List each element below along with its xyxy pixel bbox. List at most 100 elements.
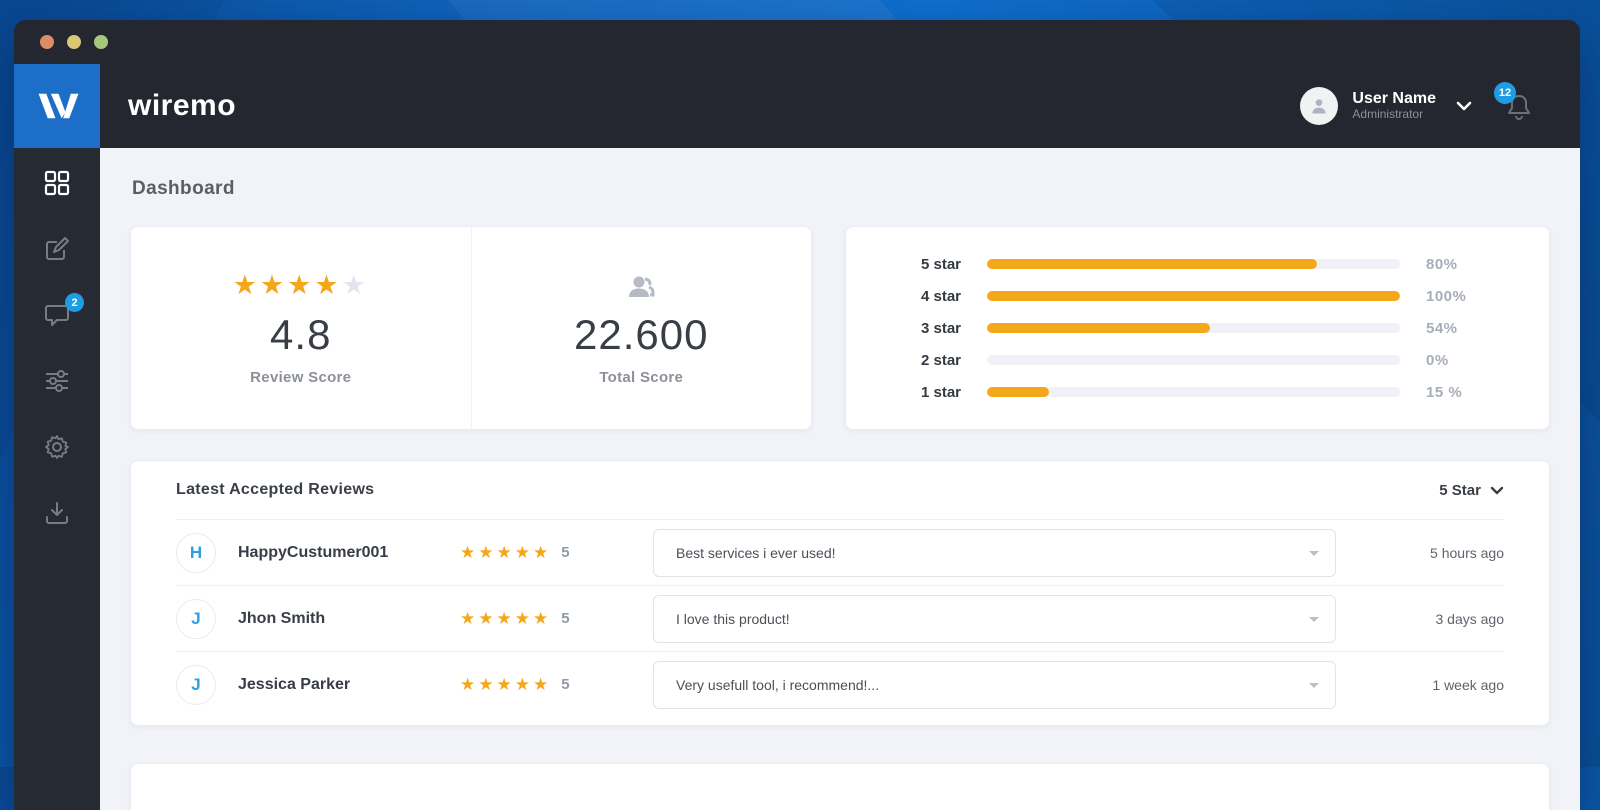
- users-icon: [625, 271, 657, 301]
- star-icon: ★: [478, 674, 497, 695]
- star-icon: ★: [460, 542, 479, 563]
- chart-category-label: 1 star: [920, 383, 961, 401]
- star-icon: ★: [496, 674, 515, 695]
- star-icon: ★: [478, 542, 497, 563]
- chart-category-label: 2 star: [920, 351, 961, 369]
- reviewer-name: Jessica Parker: [238, 675, 351, 693]
- review-stars: ★★★★★: [460, 609, 551, 629]
- bar-fill: [987, 259, 1318, 269]
- latest-reviews-card: Latest Accepted Reviews 5 Star H HappyCu…: [130, 460, 1550, 726]
- sliders-icon: [46, 370, 68, 392]
- sidebar-item-settings[interactable]: [42, 432, 72, 462]
- bar-track: [987, 355, 1400, 365]
- star-icon: ★: [514, 542, 533, 563]
- maximize-window-button[interactable]: [94, 35, 108, 49]
- notifications-button[interactable]: 12: [1494, 82, 1532, 120]
- total-score-value: 22.600: [574, 310, 709, 358]
- star-icon: ★: [341, 270, 369, 301]
- reviewer-avatar: H: [176, 532, 216, 573]
- chart-row-4-star: 4 star 100%: [891, 280, 1504, 312]
- sidebar-item-compose[interactable]: [42, 234, 72, 264]
- next-section-card-partial: [130, 763, 1550, 810]
- user-menu[interactable]: User Name Administrator: [1300, 87, 1472, 125]
- window-titlebar: [14, 20, 1580, 64]
- review-star-count: 5: [561, 610, 570, 627]
- caret-down-icon: [1309, 616, 1319, 622]
- star-icon: ★: [478, 608, 497, 629]
- person-icon: [1312, 99, 1327, 114]
- reviewer-name: Jhon Smith: [238, 609, 326, 627]
- sidebar-item-filters[interactable]: [42, 366, 72, 396]
- caret-down-icon: [1309, 682, 1319, 688]
- wiremo-logo[interactable]: [14, 64, 100, 148]
- chart-category-label: 4 star: [920, 287, 961, 305]
- chart-value-label: 15 %: [1426, 383, 1463, 401]
- review-comment-select[interactable]: Best services i ever used!: [653, 528, 1336, 577]
- page-title: Dashboard: [132, 178, 235, 199]
- star-icon: ★: [314, 270, 342, 301]
- brand-wordmark: wiremo: [128, 89, 237, 122]
- chart-row-3-star: 3 star 54%: [891, 312, 1504, 344]
- chart-row-5-star: 5 star 80%: [891, 248, 1504, 280]
- review-stars: ★★★★★: [460, 543, 551, 563]
- sidebar-nav: 2: [14, 148, 100, 810]
- review-comment-select[interactable]: I love this product!: [653, 594, 1336, 643]
- bar-fill: [987, 323, 1211, 333]
- chart-value-label: 54%: [1426, 319, 1458, 337]
- sidebar-item-reviews[interactable]: 2: [42, 293, 84, 330]
- chart-value-label: 80%: [1426, 255, 1458, 273]
- caret-down-icon: [1309, 550, 1319, 556]
- reviews-card-title: Latest Accepted Reviews: [176, 481, 375, 498]
- close-window-button[interactable]: [40, 35, 54, 49]
- star-filter-dropdown[interactable]: 5 Star: [1439, 482, 1504, 499]
- score-summary-card: ★★★★★ 4.8 Review Score 22.600 Tota: [130, 226, 812, 430]
- bar-fill: [987, 387, 1049, 397]
- review-row: J Jhon Smith ★★★★★ 5 I love this product…: [176, 585, 1504, 651]
- star-filter-value: 5 Star: [1439, 481, 1481, 499]
- chart-category-label: 5 star: [920, 255, 961, 273]
- reviewer-name: HappyCustumer001: [238, 543, 389, 561]
- total-score-panel: 22.600 Total Score: [472, 227, 812, 429]
- notification-count-badge: 12: [1494, 82, 1516, 104]
- review-rating: ★★★★★ 5: [460, 675, 631, 695]
- reviews-count-badge: 2: [65, 293, 84, 312]
- star-icon: ★: [496, 608, 515, 629]
- star-icon: ★: [514, 674, 533, 695]
- star-icon: ★: [287, 270, 315, 301]
- bar-track: [987, 259, 1400, 269]
- main-content: Dashboard ★★★★★ 4.8 Review Score: [100, 148, 1580, 810]
- review-score-panel: ★★★★★ 4.8 Review Score: [131, 227, 472, 429]
- sidebar-item-export[interactable]: [42, 498, 72, 528]
- bar-fill: [987, 291, 1400, 301]
- chart-row-2-star: 2 star 0%: [891, 344, 1504, 376]
- sidebar-item-dashboard[interactable]: [42, 168, 72, 198]
- total-score-label: Total Score: [599, 368, 684, 386]
- top-header-bar: wiremo User Name Administrator: [100, 64, 1580, 148]
- review-timestamp: 3 days ago: [1435, 610, 1505, 627]
- review-comment-text: I love this product!: [676, 610, 790, 627]
- star-icon: ★: [460, 608, 479, 629]
- review-score-value: 4.8: [270, 311, 332, 358]
- user-avatar: [1300, 87, 1339, 125]
- star-icon: ★: [533, 674, 552, 695]
- user-name-label: User Name: [1352, 89, 1436, 107]
- star-icon: ★: [533, 608, 552, 629]
- star-icon: ★: [232, 270, 260, 301]
- review-comment-select[interactable]: Very usefull tool, i recommend!...: [653, 660, 1336, 709]
- bar-track: [987, 323, 1400, 333]
- review-score-label: Review Score: [250, 369, 352, 386]
- review-timestamp: 5 hours ago: [1430, 544, 1504, 561]
- review-rating: ★★★★★ 5: [460, 609, 631, 629]
- chart-value-label: 0%: [1426, 351, 1449, 369]
- rating-distribution-chart: 5 star 80% 4 star 100% 3 star 54% 2 star: [845, 226, 1550, 430]
- review-stars: ★★★★★: [460, 675, 551, 695]
- download-icon: [46, 502, 68, 524]
- bar-track: [987, 291, 1400, 301]
- review-comment-text: Best services i ever used!: [676, 544, 836, 561]
- chart-value-label: 100%: [1426, 287, 1467, 305]
- star-icon: ★: [259, 270, 288, 301]
- star-icon: ★: [460, 674, 479, 695]
- minimize-window-button[interactable]: [67, 35, 81, 49]
- app-window: wiremo User Name Administrator: [14, 20, 1580, 810]
- gear-icon: [45, 435, 69, 459]
